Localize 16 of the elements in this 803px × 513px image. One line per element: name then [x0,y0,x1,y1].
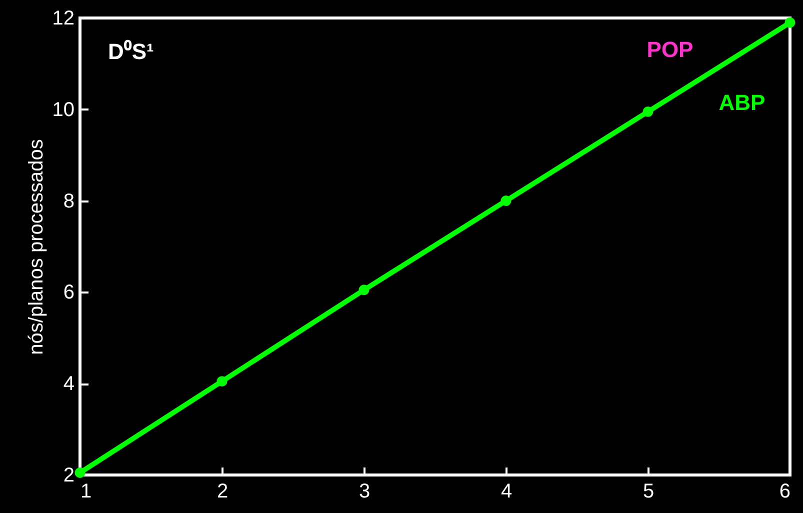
series-label: ABP [718,90,766,115]
x-tick-label: 2 [216,480,228,502]
y-tick-label: 12 [52,8,74,30]
legend-label: POP [646,37,694,62]
y-tick-label: 2 [63,464,74,486]
x-tick-label: 4 [500,480,512,502]
y-tick-label: 8 [63,190,74,212]
y-tick-label: 4 [63,373,74,396]
y-tick-label: 6 [63,282,74,304]
y-axis-title: nós/planos processados [25,139,48,355]
x-tick-label: 1 [80,480,92,502]
annotation: D⁰S¹ [108,39,154,64]
y-tick-label: 10 [52,98,74,121]
x-tick-label: 6 [779,480,790,502]
x-tick-label: 5 [642,480,654,502]
x-tick-label: 3 [358,480,370,502]
